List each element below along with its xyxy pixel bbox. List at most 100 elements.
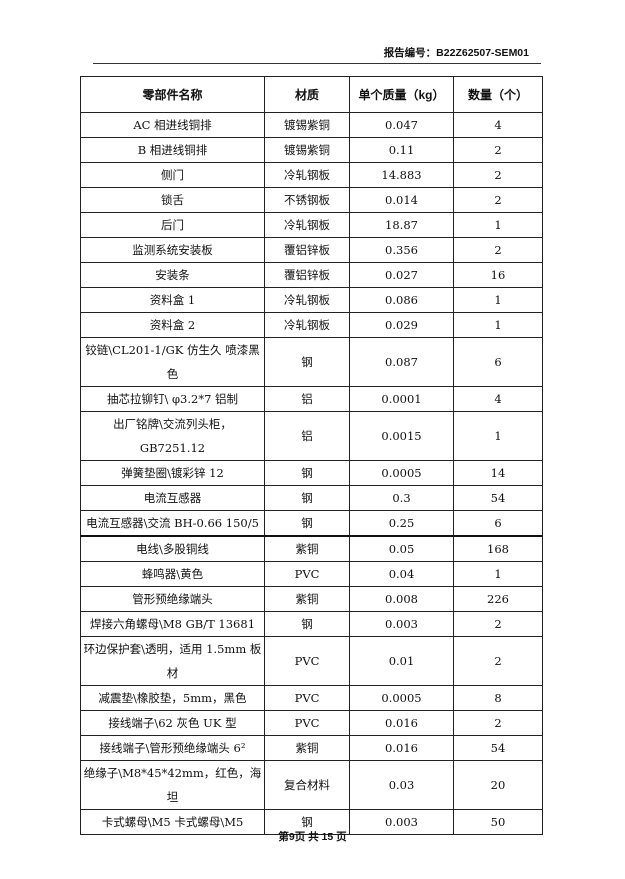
table-cell: 环边保护套\透明，适用 1.5mm 板材 [80, 636, 265, 686]
table-row: 蜂鸣器\黄色 PVC 0.04 1 [80, 561, 543, 587]
table-cell: 镀锡紫铜 [264, 112, 350, 138]
table-row: 侧门 冷轧钢板 14.883 2 [80, 162, 543, 188]
table-cell: 铝 [264, 386, 350, 412]
table-cell: 0.0015 [349, 411, 454, 461]
table-cell: 0.01 [349, 636, 454, 686]
table-cell: 紫铜 [264, 535, 350, 562]
table-cell: 接线端子\管形预绝缘端头 6² [80, 735, 265, 761]
table-row: 锁舌 不锈钢板 0.014 2 [80, 187, 543, 213]
table-cell: 钢 [264, 611, 350, 637]
table-cell: 1 [453, 411, 543, 461]
table-cell: 覆铝锌板 [264, 237, 350, 263]
table-cell: 钢 [264, 809, 350, 835]
table-cell: 0.05 [349, 535, 454, 562]
table-cell: 0.029 [349, 312, 454, 338]
column-header: 数量（个） [453, 76, 543, 113]
table-cell: 钢 [264, 510, 350, 537]
table-cell: 紫铜 [264, 586, 350, 612]
table-cell: 0.0005 [349, 460, 454, 486]
table-cell: 0.04 [349, 561, 454, 587]
table-cell: 2 [453, 237, 543, 263]
table-row: 资料盒 2 冷轧钢板 0.029 1 [80, 312, 543, 338]
table-row: 安装条 覆铝锌板 0.027 16 [80, 262, 543, 288]
table-cell: 18.87 [349, 212, 454, 238]
table-row: 卡式螺母\M5 卡式螺母\M5 钢 0.003 50 [80, 809, 543, 835]
table-cell: 冷轧钢板 [264, 162, 350, 188]
table-row: 铰链\CL201-1/GK 仿生久 喷漆黑色钢 0.087 6 [80, 337, 543, 387]
table-cell: 0.087 [349, 337, 454, 387]
table-row: 电流互感器\交流 BH-0.66 150/5 钢 0.25 6 [80, 510, 543, 537]
table-cell: PVC [264, 561, 350, 587]
table-row: 接线端子\62 灰色 UK 型 PVC 0.016 2 [80, 710, 543, 736]
table-cell: 锁舌 [80, 187, 265, 213]
report-number: 报告编号：B22Z62507-SEM01 [383, 47, 529, 59]
table-cell: 6 [453, 337, 543, 387]
table-cell: 2 [453, 137, 543, 163]
table-cell: 电线\多股铜线 [80, 535, 265, 562]
table-cell: 2 [453, 187, 543, 213]
table-cell: 钢 [264, 460, 350, 486]
table-cell: 弹簧垫圈\镀彩锌 12 [80, 460, 265, 486]
table-cell: 0.086 [349, 287, 454, 313]
table-cell: 4 [453, 112, 543, 138]
table-cell: 2 [453, 636, 543, 686]
table-cell: 绝缘子\M8*45*42mm，红色，海坦 [80, 760, 265, 810]
table-cell: 226 [453, 586, 543, 612]
table-cell: PVC [264, 685, 350, 711]
table-cell: 54 [453, 485, 543, 511]
table-cell: 0.3 [349, 485, 454, 511]
table-cell: 54 [453, 735, 543, 761]
table-cell: 出厂铭牌\交流列头柜，GB7251.12 [80, 411, 265, 461]
table-cell: PVC [264, 636, 350, 686]
table-cell: 14.883 [349, 162, 454, 188]
table-cell: 1 [453, 561, 543, 587]
table-cell: 管形预绝缘端头 [80, 586, 265, 612]
table-cell: 后门 [80, 212, 265, 238]
table-row: 电流互感器钢 0.3 54 [80, 485, 543, 511]
table-cell: 0.027 [349, 262, 454, 288]
table-cell: 抽芯拉铆钉\ φ3.2*7 铝制 [80, 386, 265, 412]
table-cell: 卡式螺母\M5 卡式螺母\M5 [80, 809, 265, 835]
table-cell: 0.047 [349, 112, 454, 138]
table-cell: 14 [453, 460, 543, 486]
table-row: 电线\多股铜线 紫铜 0.05 168 [80, 535, 543, 562]
table-cell: 复合材料 [264, 760, 350, 810]
table-cell: 2 [453, 162, 543, 188]
column-header: 材质 [264, 76, 350, 113]
table-cell: 冷轧钢板 [264, 287, 350, 313]
table-cell: 资料盒 2 [80, 312, 265, 338]
table-cell: 0.016 [349, 710, 454, 736]
table-cell: 8 [453, 685, 543, 711]
table-cell: 覆铝锌板 [264, 262, 350, 288]
table-cell: 0.016 [349, 735, 454, 761]
table-cell: 减震垫\橡胶垫，5mm，黑色 [80, 685, 265, 711]
table-cell: 电流互感器\交流 BH-0.66 150/5 [80, 510, 265, 537]
table-cell: 电流互感器 [80, 485, 265, 511]
table-row: 出厂铭牌\交流列头柜，GB7251.12 铝 0.0015 1 [80, 411, 543, 461]
table-cell: 16 [453, 262, 543, 288]
table-cell: 1 [453, 212, 543, 238]
table-cell: 1 [453, 287, 543, 313]
table-cell: B 相进线铜排 [80, 137, 265, 163]
table-cell: 镀锡紫铜 [264, 137, 350, 163]
table-cell: 监测系统安装板 [80, 237, 265, 263]
table-row: 资料盒 1 冷轧钢板 0.086 1 [80, 287, 543, 313]
table-row: 绝缘子\M8*45*42mm，红色，海坦 复合材料 0.03 20 [80, 760, 543, 810]
table-cell: 0.03 [349, 760, 454, 810]
column-header: 单个质量（kg） [349, 76, 454, 113]
table-cell: 钢 [264, 337, 350, 387]
parts-table: 零部件名称 材质 单个质量（kg） 数量（个） AC 相进线铜排 镀锡紫铜 0.04… [80, 76, 543, 835]
table-cell: 铝 [264, 411, 350, 461]
table-cell: 资料盒 1 [80, 287, 265, 313]
table-row: 后门 冷轧钢板 18.87 1 [80, 212, 543, 238]
table-cell: 0.11 [349, 137, 454, 163]
table-cell: 0.008 [349, 586, 454, 612]
table-cell: 0.356 [349, 237, 454, 263]
table-cell: PVC [264, 710, 350, 736]
table-cell: 0.0005 [349, 685, 454, 711]
table-row: 抽芯拉铆钉\ φ3.2*7 铝制铝 0.0001 4 [80, 386, 543, 412]
table-cell: AC 相进线铜排 [80, 112, 265, 138]
table-cell: 安装条 [80, 262, 265, 288]
column-header: 零部件名称 [80, 76, 265, 113]
table-cell: 不锈钢板 [264, 187, 350, 213]
